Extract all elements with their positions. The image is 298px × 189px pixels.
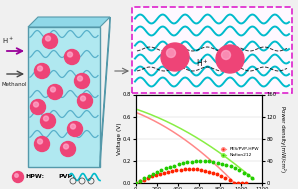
Text: Methanol: Methanol [1, 82, 27, 87]
Circle shape [68, 122, 83, 136]
Circle shape [43, 33, 58, 49]
Circle shape [33, 102, 38, 107]
Y-axis label: Voltage (V): Voltage (V) [117, 123, 122, 155]
Circle shape [161, 43, 189, 71]
Text: H$^+$: H$^+$ [195, 57, 208, 69]
Circle shape [60, 142, 75, 156]
Polygon shape [28, 17, 110, 27]
Text: H$^+$: H$^+$ [2, 36, 14, 46]
Circle shape [38, 139, 43, 144]
Circle shape [50, 87, 55, 92]
Circle shape [68, 52, 72, 57]
Circle shape [30, 99, 46, 115]
Circle shape [71, 124, 75, 129]
Circle shape [221, 50, 230, 60]
Circle shape [63, 144, 69, 149]
Polygon shape [100, 17, 110, 167]
Circle shape [167, 49, 176, 57]
Circle shape [41, 114, 55, 129]
Bar [132, 7, 292, 93]
Legend: PES/PVP-HPW, Nafion212: PES/PVP-HPW, Nafion212 [220, 146, 260, 158]
Circle shape [46, 36, 50, 41]
Bar [28, 27, 100, 167]
Circle shape [64, 50, 80, 64]
Text: HPW:: HPW: [25, 174, 44, 180]
Circle shape [35, 136, 49, 152]
Circle shape [77, 76, 83, 81]
Circle shape [15, 174, 18, 177]
Text: PVP:: PVP: [58, 174, 75, 180]
Circle shape [35, 64, 49, 78]
Circle shape [74, 74, 89, 88]
Circle shape [80, 96, 86, 101]
Circle shape [216, 45, 244, 73]
Circle shape [38, 66, 43, 71]
Y-axis label: Power density(mW/cm²): Power density(mW/cm²) [280, 106, 286, 172]
Circle shape [77, 94, 92, 108]
Circle shape [47, 84, 63, 99]
Circle shape [13, 171, 24, 183]
Circle shape [44, 116, 49, 121]
